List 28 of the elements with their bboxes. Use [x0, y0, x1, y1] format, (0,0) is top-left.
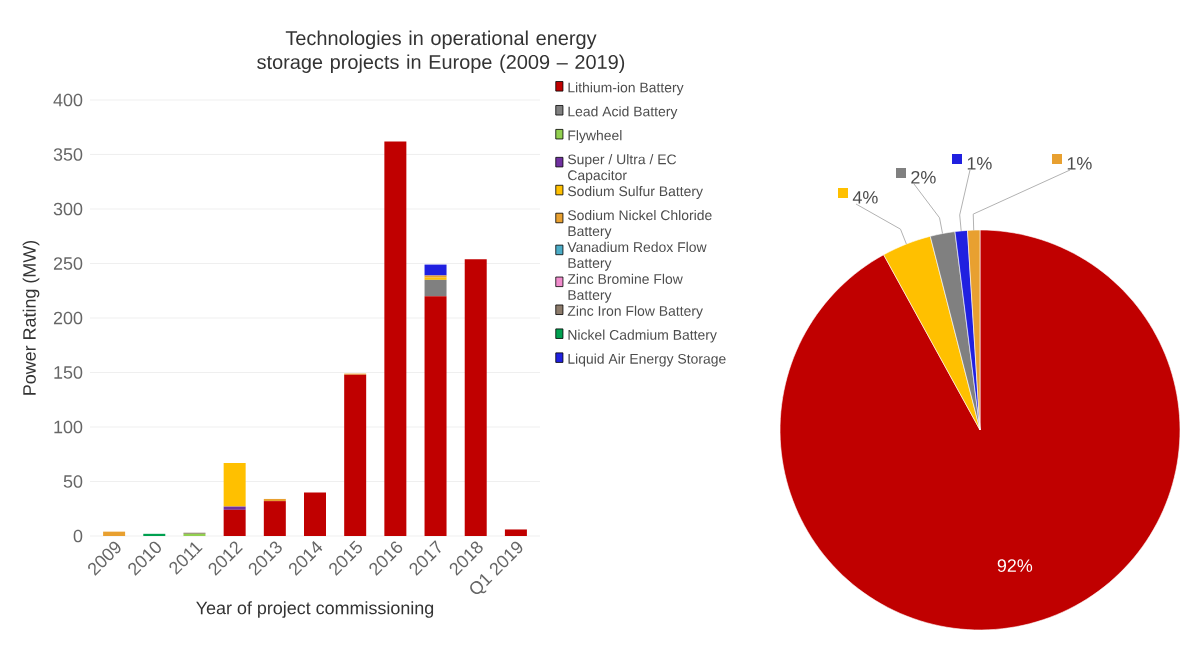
bar — [223, 462, 246, 507]
y-tick-label: 250 — [53, 257, 83, 270]
bar — [424, 264, 447, 276]
y-axis-title: Power Rating (MW) — [22, 240, 40, 395]
bar — [424, 296, 447, 536]
data-label: 1% — [967, 157, 992, 170]
bar — [263, 501, 286, 536]
y-tick-label: 200 — [53, 311, 83, 325]
bar — [223, 509, 246, 536]
bar — [304, 492, 326, 536]
bar — [504, 529, 527, 536]
data-label: 2% — [911, 170, 936, 184]
y-tick-label: 150 — [54, 366, 83, 379]
y-tick-label: 100 — [54, 420, 83, 434]
x-axis-title: Year of project commissioning — [196, 601, 434, 618]
data-label: 1% — [1067, 157, 1092, 170]
y-tick-label: 0 — [73, 529, 83, 543]
chart-title: Technologies in operational energy storage projects in Europe (2009 – 2019) — [257, 30, 625, 73]
bar — [424, 279, 447, 297]
y-tick-label: 300 — [53, 202, 83, 216]
y-tick-label: 350 — [53, 148, 83, 161]
y-tick-label: 400 — [53, 93, 83, 107]
bar — [464, 259, 487, 536]
data-label: 92% — [997, 559, 1033, 572]
data-label: 4% — [852, 191, 878, 204]
bar — [344, 374, 367, 536]
bar — [384, 141, 407, 536]
y-tick-label: 50 — [63, 475, 83, 488]
